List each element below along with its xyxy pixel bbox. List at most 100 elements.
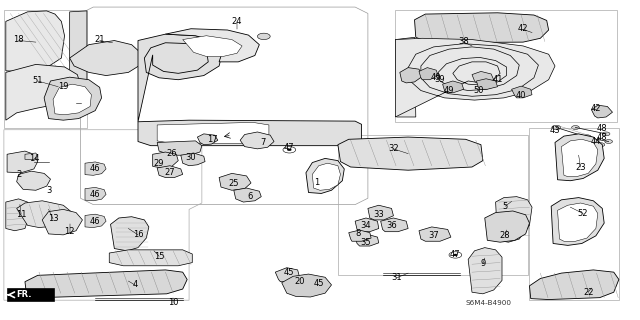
Polygon shape <box>109 250 192 266</box>
Text: 8: 8 <box>356 229 361 238</box>
Text: 38: 38 <box>458 37 469 46</box>
Polygon shape <box>166 29 259 62</box>
Circle shape <box>582 135 591 139</box>
Text: 19: 19 <box>58 82 68 91</box>
Circle shape <box>276 132 284 136</box>
Text: 48: 48 <box>597 124 607 133</box>
Text: 39: 39 <box>435 75 445 84</box>
Polygon shape <box>396 38 555 117</box>
Polygon shape <box>70 41 141 76</box>
Polygon shape <box>306 158 344 194</box>
Circle shape <box>180 256 189 260</box>
Text: 46: 46 <box>90 217 100 226</box>
Circle shape <box>503 225 509 228</box>
Polygon shape <box>17 201 72 228</box>
Text: 12: 12 <box>65 227 75 236</box>
Ellipse shape <box>189 127 237 139</box>
Circle shape <box>346 151 355 155</box>
Polygon shape <box>234 188 261 202</box>
Text: 4: 4 <box>132 280 138 289</box>
Text: 24: 24 <box>232 17 242 26</box>
Text: 7: 7 <box>260 138 265 147</box>
Text: 48: 48 <box>597 132 607 141</box>
Polygon shape <box>484 211 529 242</box>
Polygon shape <box>25 270 187 298</box>
Circle shape <box>200 132 207 136</box>
Polygon shape <box>381 218 408 232</box>
Text: S6M4-B4900: S6M4-B4900 <box>466 300 511 306</box>
Polygon shape <box>44 77 102 120</box>
Polygon shape <box>419 68 438 80</box>
Text: 15: 15 <box>154 252 164 261</box>
Polygon shape <box>197 134 218 145</box>
Text: 14: 14 <box>29 154 39 163</box>
Text: 47: 47 <box>284 143 294 152</box>
Text: 28: 28 <box>500 231 511 240</box>
Text: 16: 16 <box>132 230 143 239</box>
Polygon shape <box>419 227 451 241</box>
Text: 43: 43 <box>550 126 561 135</box>
Circle shape <box>209 44 220 49</box>
Text: 10: 10 <box>168 298 179 307</box>
Text: 5: 5 <box>502 202 508 211</box>
Polygon shape <box>511 86 532 98</box>
Text: 50: 50 <box>473 86 484 95</box>
Text: 20: 20 <box>294 277 305 286</box>
Text: FR.: FR. <box>17 290 32 299</box>
Text: 45: 45 <box>314 279 324 288</box>
Polygon shape <box>555 134 604 181</box>
Text: 30: 30 <box>186 153 196 162</box>
Polygon shape <box>400 68 422 83</box>
Circle shape <box>95 52 118 64</box>
Polygon shape <box>355 234 379 246</box>
Text: 44: 44 <box>591 137 601 146</box>
Polygon shape <box>182 36 242 56</box>
Circle shape <box>529 26 539 31</box>
Text: 9: 9 <box>480 259 486 268</box>
Circle shape <box>251 132 259 136</box>
Text: 42: 42 <box>518 24 529 33</box>
Polygon shape <box>591 105 612 118</box>
Circle shape <box>568 136 576 140</box>
Circle shape <box>31 84 44 91</box>
Circle shape <box>516 89 525 94</box>
Polygon shape <box>282 274 332 297</box>
Text: 41: 41 <box>492 75 503 84</box>
Polygon shape <box>495 197 532 242</box>
Text: 52: 52 <box>578 209 588 218</box>
Polygon shape <box>529 270 619 300</box>
Circle shape <box>461 68 483 79</box>
Text: 34: 34 <box>361 221 371 230</box>
Polygon shape <box>557 203 598 241</box>
Polygon shape <box>157 141 202 155</box>
Circle shape <box>282 272 294 277</box>
Polygon shape <box>219 173 251 190</box>
Polygon shape <box>157 166 182 178</box>
Polygon shape <box>240 132 274 149</box>
Circle shape <box>225 132 233 136</box>
Polygon shape <box>561 139 598 177</box>
Polygon shape <box>111 217 149 251</box>
Circle shape <box>466 151 474 155</box>
Text: 36: 36 <box>386 221 397 230</box>
Polygon shape <box>468 248 502 294</box>
Circle shape <box>57 218 70 224</box>
Circle shape <box>28 38 44 46</box>
Polygon shape <box>70 11 87 90</box>
Text: 23: 23 <box>575 163 586 172</box>
Circle shape <box>439 57 505 90</box>
Polygon shape <box>85 188 106 201</box>
Circle shape <box>255 139 260 141</box>
Circle shape <box>302 132 310 136</box>
Polygon shape <box>6 64 81 120</box>
FancyBboxPatch shape <box>8 289 54 301</box>
Circle shape <box>449 252 462 258</box>
Circle shape <box>576 221 581 223</box>
Text: 45: 45 <box>284 268 294 277</box>
Circle shape <box>92 219 99 223</box>
Text: 6: 6 <box>247 192 252 201</box>
Circle shape <box>28 177 40 183</box>
Polygon shape <box>443 81 464 92</box>
Circle shape <box>173 57 183 62</box>
Text: 49: 49 <box>431 73 442 82</box>
